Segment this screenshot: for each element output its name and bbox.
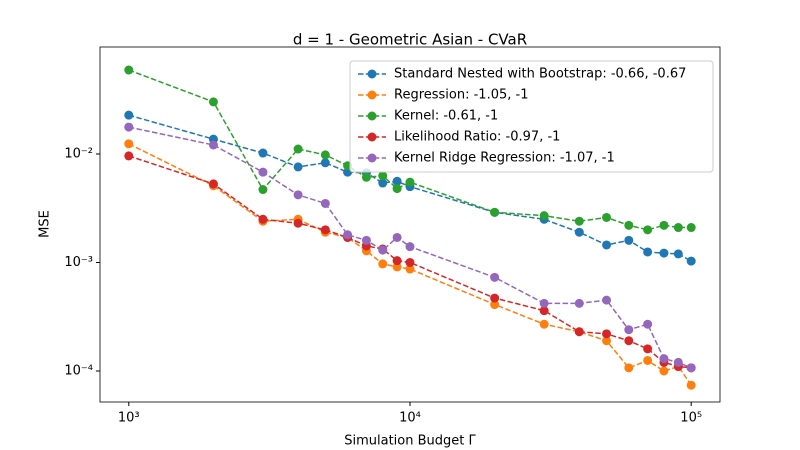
data-point <box>361 172 371 182</box>
y-axis-label: MSE <box>38 210 53 238</box>
data-point <box>208 179 218 189</box>
data-point <box>643 225 653 235</box>
data-point <box>686 380 696 390</box>
data-point <box>574 298 584 308</box>
data-point <box>490 272 500 282</box>
legend-marker <box>367 69 377 79</box>
legend-marker <box>367 132 377 142</box>
legend-label: Kernel Ridge Regression: -1.07, -1 <box>394 151 615 166</box>
legend-marker <box>367 90 377 100</box>
data-point <box>124 65 134 75</box>
data-point <box>574 227 584 237</box>
data-point <box>378 171 388 181</box>
data-point <box>673 223 683 233</box>
data-point <box>490 300 500 310</box>
y-tick-label: 10⁻⁴ <box>64 364 93 379</box>
data-point <box>392 184 402 194</box>
data-point <box>378 178 388 188</box>
x-tick-label: 10⁴ <box>399 411 421 426</box>
chart-title: d = 1 - Geometric Asian - CVaR <box>293 31 527 49</box>
data-point <box>490 207 500 217</box>
data-point <box>624 220 634 230</box>
data-point <box>320 150 330 160</box>
data-point <box>539 319 549 329</box>
data-point <box>208 140 218 150</box>
data-point <box>320 225 330 235</box>
data-point <box>405 177 415 187</box>
data-point <box>405 257 415 267</box>
data-point <box>208 97 218 107</box>
data-point <box>602 295 612 305</box>
legend-box <box>349 60 714 173</box>
data-point <box>643 319 653 329</box>
data-point <box>539 211 549 221</box>
legend-label: Standard Nested with Bootstrap: -0.66, -… <box>394 67 686 82</box>
data-point <box>361 235 371 245</box>
data-point <box>124 139 134 149</box>
legend-label: Regression: -1.05, -1 <box>394 88 528 103</box>
data-point <box>293 144 303 154</box>
data-point <box>643 247 653 257</box>
legend-label: Kernel: -0.61, -1 <box>394 109 498 124</box>
data-point <box>574 327 584 337</box>
data-point <box>124 151 134 161</box>
y-tick-label: 10⁻² <box>64 146 93 161</box>
data-point <box>624 235 634 245</box>
data-point <box>258 148 268 158</box>
data-point <box>258 185 268 195</box>
data-point <box>392 256 402 266</box>
x-axis-label: Simulation Budget Γ <box>344 434 476 449</box>
data-point <box>659 366 669 376</box>
data-point <box>320 158 330 168</box>
data-point <box>258 214 268 224</box>
legend-marker <box>367 153 377 163</box>
data-point <box>405 264 415 274</box>
data-point <box>673 357 683 367</box>
data-point <box>392 232 402 242</box>
data-point <box>602 212 612 222</box>
data-point <box>643 355 653 365</box>
data-point <box>378 245 388 255</box>
data-point <box>624 363 634 373</box>
data-point <box>602 329 612 339</box>
data-point <box>686 363 696 373</box>
data-point <box>258 167 268 177</box>
data-point <box>490 293 500 303</box>
data-point <box>293 162 303 172</box>
data-point <box>624 325 634 335</box>
data-point <box>320 198 330 208</box>
data-point <box>293 190 303 200</box>
x-tick-label: 10⁵ <box>680 411 702 426</box>
data-point <box>659 220 669 230</box>
legend-label: Likelihood Ratio: -0.97, -1 <box>394 130 560 145</box>
data-point <box>392 262 402 272</box>
data-point <box>686 256 696 266</box>
data-point <box>124 122 134 132</box>
data-point <box>539 298 549 308</box>
data-point <box>124 110 134 120</box>
x-tick-label: 10³ <box>118 411 140 426</box>
data-point <box>659 248 669 258</box>
data-point <box>602 336 612 346</box>
data-point <box>574 216 584 226</box>
data-point <box>343 230 353 240</box>
data-point <box>686 223 696 233</box>
data-point <box>673 249 683 259</box>
data-point <box>643 344 653 354</box>
data-point <box>293 218 303 228</box>
data-point <box>539 306 549 316</box>
data-point <box>405 242 415 252</box>
data-point <box>659 354 669 364</box>
data-point <box>378 259 388 269</box>
data-point <box>392 176 402 186</box>
data-point <box>602 240 612 250</box>
y-tick-label: 10⁻³ <box>64 255 93 270</box>
legend-marker <box>367 111 377 121</box>
data-point <box>624 336 634 346</box>
